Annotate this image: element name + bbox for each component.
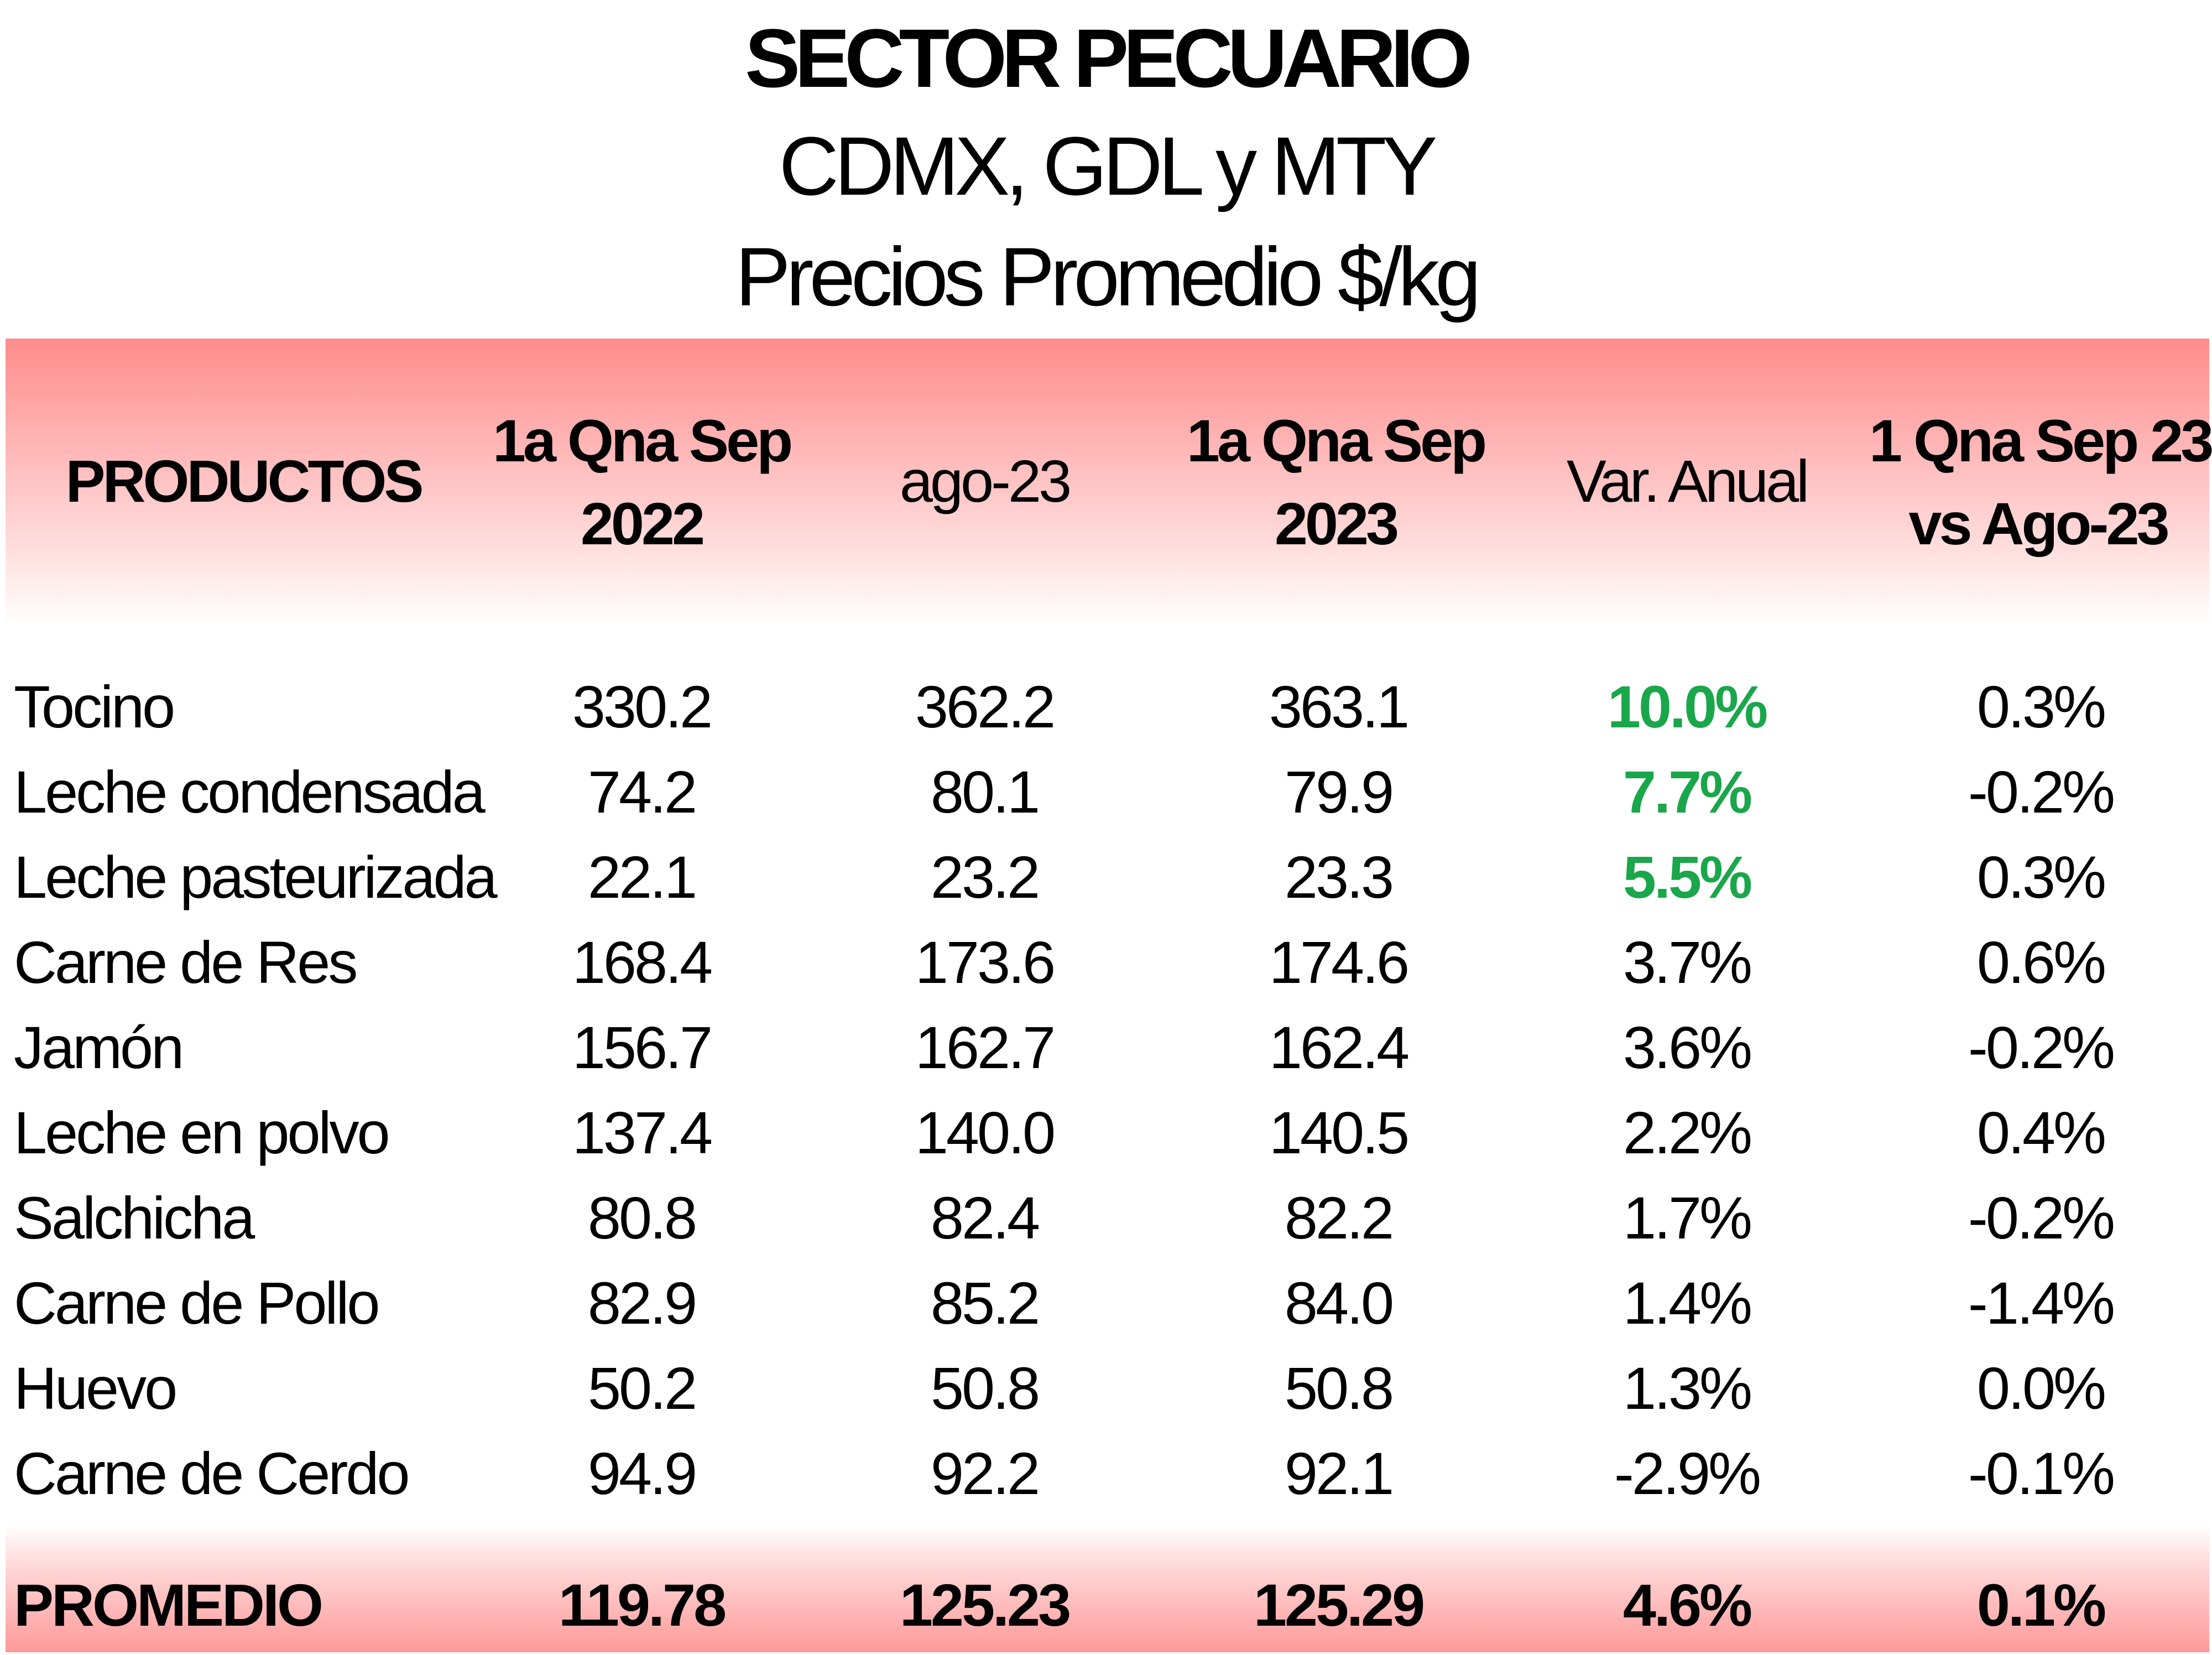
- row-vs-ago: 0.4%: [1976, 1099, 2106, 1166]
- header-vs-ago-line1: 1 Qna Sep 23: [1869, 407, 2212, 474]
- row-ago-23: 50.8: [930, 1355, 1040, 1422]
- row-product: Jamón: [14, 1014, 184, 1081]
- header-productos: PRODUCTOS: [65, 447, 424, 514]
- row-var-anual: 3.6%: [1623, 1014, 1752, 1081]
- row-product: Carne de Pollo: [14, 1269, 380, 1336]
- row-vs-ago: 0.0%: [1976, 1355, 2106, 1422]
- row-var-anual: 5.5%: [1623, 844, 1752, 910]
- row-ago-23: 140.0: [915, 1099, 1056, 1166]
- row-q-sep-2022: 168.4: [572, 929, 713, 996]
- row-ago-23: 82.4: [930, 1184, 1040, 1251]
- row-q-sep-2023: 23.3: [1284, 844, 1394, 910]
- row-q-sep-2022: 94.9: [587, 1440, 697, 1507]
- row-q-sep-2022: 22.1: [587, 844, 697, 910]
- row-vs-ago: -0.2%: [1968, 1184, 2115, 1251]
- row-product: Carne de Cerdo: [14, 1440, 410, 1507]
- total-q-sep-2023: 125.29: [1253, 1571, 1425, 1638]
- row-var-anual: 3.7%: [1623, 929, 1752, 996]
- row-q-sep-2023: 363.1: [1269, 673, 1410, 740]
- row-q-sep-2022: 74.2: [587, 758, 697, 825]
- total-ago-23: 125.23: [899, 1571, 1071, 1638]
- row-q-sep-2022: 80.8: [587, 1184, 697, 1251]
- header-q-sep-2022-line1: 1a Qna Sep: [492, 407, 793, 474]
- row-q-sep-2022: 330.2: [572, 673, 713, 740]
- row-var-anual: 1.7%: [1623, 1184, 1752, 1251]
- table-header-band: [6, 339, 2209, 626]
- row-var-anual: -2.9%: [1614, 1440, 1761, 1507]
- row-ago-23: 162.7: [915, 1014, 1056, 1081]
- row-ago-23: 92.2: [930, 1440, 1040, 1507]
- row-q-sep-2022: 50.2: [587, 1355, 697, 1422]
- row-var-anual: 1.3%: [1623, 1355, 1752, 1422]
- row-var-anual: 1.4%: [1623, 1269, 1752, 1336]
- row-product: Leche en polvo: [14, 1099, 390, 1166]
- row-ago-23: 85.2: [930, 1269, 1040, 1336]
- row-var-anual: 2.2%: [1623, 1099, 1752, 1166]
- total-vs-ago: 0.1%: [1976, 1571, 2106, 1638]
- row-q-sep-2022: 82.9: [587, 1269, 697, 1336]
- row-q-sep-2023: 92.1: [1284, 1440, 1394, 1507]
- row-vs-ago: 0.3%: [1976, 844, 2106, 910]
- row-vs-ago: 0.3%: [1976, 673, 2106, 740]
- row-q-sep-2022: 156.7: [572, 1014, 713, 1081]
- row-product: Leche condensada: [14, 758, 486, 825]
- row-product: Leche pasteurizada: [14, 844, 498, 910]
- total-q-sep-2022: 119.78: [558, 1571, 727, 1638]
- row-ago-23: 23.2: [930, 844, 1040, 910]
- total-var-anual: 4.6%: [1623, 1571, 1752, 1638]
- row-q-sep-2023: 82.2: [1284, 1184, 1394, 1251]
- report-subtitle-cities: CDMX, GDL y MTY: [779, 119, 1438, 212]
- row-ago-23: 173.6: [915, 929, 1056, 996]
- row-var-anual: 10.0%: [1607, 673, 1768, 740]
- row-q-sep-2023: 174.6: [1269, 929, 1410, 996]
- row-var-anual: 7.7%: [1623, 758, 1752, 825]
- row-q-sep-2022: 137.4: [572, 1099, 713, 1166]
- header-q-sep-2023-line1: 1a Qna Sep: [1186, 407, 1487, 474]
- table-total-band: [6, 1524, 2209, 1652]
- header-ago-23: ago-23: [899, 447, 1072, 514]
- row-q-sep-2023: 79.9: [1284, 758, 1394, 825]
- row-product: Carne de Res: [14, 929, 358, 996]
- row-vs-ago: -0.2%: [1968, 1014, 2115, 1081]
- row-q-sep-2023: 162.4: [1269, 1014, 1410, 1081]
- row-vs-ago: -0.2%: [1968, 758, 2115, 825]
- header-q-sep-2023-line2: 2023: [1274, 490, 1399, 557]
- row-q-sep-2023: 140.5: [1269, 1099, 1410, 1166]
- row-vs-ago: -0.1%: [1968, 1440, 2115, 1507]
- row-vs-ago: -1.4%: [1968, 1269, 2115, 1336]
- row-q-sep-2023: 84.0: [1284, 1269, 1394, 1336]
- report-title: SECTOR PECUARIO: [745, 12, 1473, 105]
- row-vs-ago: 0.6%: [1976, 929, 2106, 996]
- report-subtitle-units: Precios Promedio $/kg: [735, 230, 1481, 323]
- header-q-sep-2022-line2: 2022: [580, 490, 705, 557]
- total-label: PROMEDIO: [14, 1571, 324, 1638]
- row-product: Salchicha: [14, 1184, 255, 1251]
- header-vs-ago-line2: vs Ago-23: [1908, 490, 2169, 557]
- row-ago-23: 362.2: [915, 673, 1056, 740]
- row-product: Tocino: [14, 673, 175, 740]
- row-product: Huevo: [14, 1355, 178, 1422]
- row-q-sep-2023: 50.8: [1284, 1355, 1394, 1422]
- row-ago-23: 80.1: [930, 758, 1040, 825]
- header-var-anual: Var. Anual: [1566, 447, 1809, 514]
